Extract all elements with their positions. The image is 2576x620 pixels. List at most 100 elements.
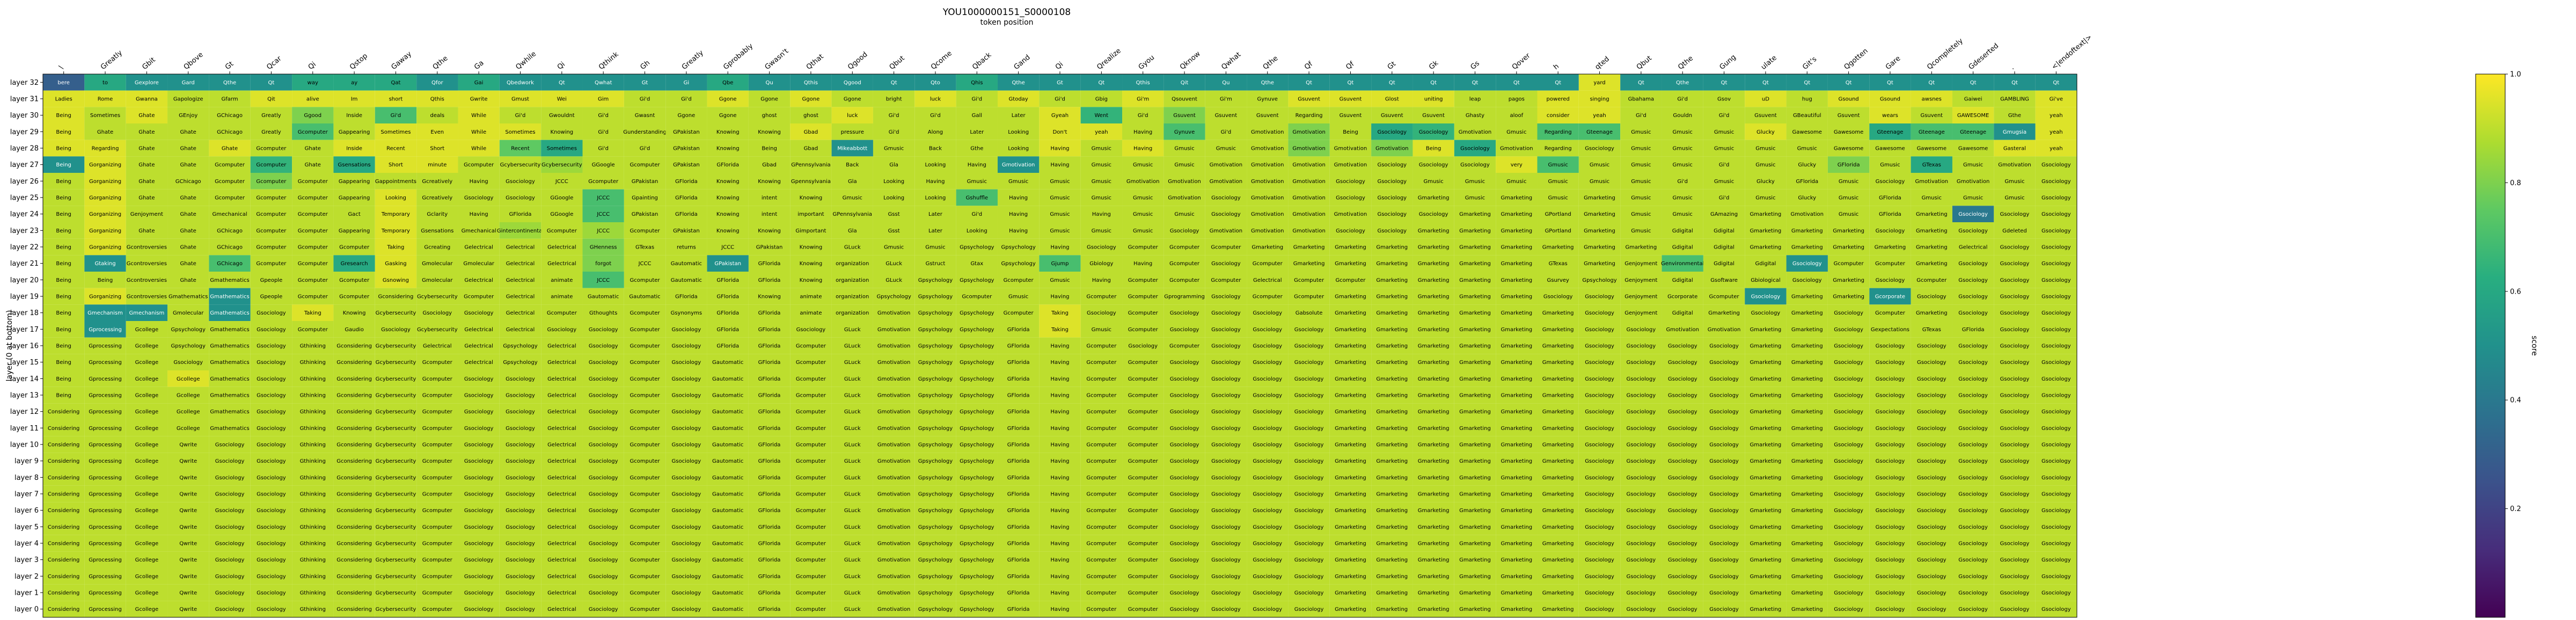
cell-label: way <box>308 80 318 86</box>
heatmap-cell <box>126 156 168 173</box>
cell-label: Genjoyment <box>130 211 163 217</box>
heatmap-cell <box>1080 140 1123 157</box>
cell-label: Having <box>1050 508 1069 514</box>
cell-label: Gsociology <box>2041 344 2071 349</box>
cell-label: Gcomputer <box>1086 590 1117 596</box>
x-tick-label: Qover <box>1511 52 1532 71</box>
heatmap-cell <box>1205 74 1247 91</box>
heatmap-cell <box>748 173 791 189</box>
cell-label: Gsociology <box>1585 524 1614 530</box>
cell-label: Gsociology <box>2000 310 2030 316</box>
cell-label: Gsociology <box>1211 557 1241 563</box>
heatmap-cell <box>1371 123 1413 140</box>
cell-label: Gmarketing <box>1459 360 1491 366</box>
cell-label: Gsociology <box>1294 607 1324 612</box>
cell-label: Gmarketing <box>1376 508 1408 514</box>
cell-label: Gawesome <box>1917 146 1946 152</box>
cell-label: Gsociology <box>1627 344 1656 349</box>
cell-label: Gcomputer <box>630 162 661 168</box>
cell-label: Ggone <box>719 113 737 119</box>
cell-label: Qwrite <box>179 508 197 514</box>
cell-label: Gmarketing <box>1501 310 1532 316</box>
cell-label: Gsociology <box>1958 310 1988 316</box>
cell-label: GPakistan <box>673 228 700 234</box>
cell-label: Gmarketing <box>1376 475 1408 481</box>
cell-label: Gmarketing <box>1542 393 1574 399</box>
heatmap-cell <box>1703 90 1745 107</box>
cell-label: Gsociology <box>1294 557 1324 563</box>
cell-label: Gmarketing <box>1335 344 1366 349</box>
heatmap-cell <box>1994 107 2036 123</box>
cell-label: Gmusic <box>1092 146 1111 152</box>
cell-label: Gcollege <box>135 541 159 547</box>
cell-label: leap <box>1469 97 1481 103</box>
heatmap-cell <box>1122 140 1164 157</box>
cell-label: JCCC <box>596 278 610 283</box>
heatmap-cell <box>1745 90 1787 107</box>
heatmap-cell <box>499 107 541 123</box>
heatmap-cell <box>209 206 251 222</box>
cell-label: While <box>471 129 486 135</box>
heatmap-cell <box>1620 173 1662 189</box>
y-tick-label: layer 26 <box>10 178 39 186</box>
cell-label: Ghate <box>180 211 196 217</box>
cell-label: Gmarketing <box>1335 327 1366 333</box>
heatmap-cell <box>1496 90 1538 107</box>
cell-label: Gmarketing <box>1542 344 1574 349</box>
cell-label: Gmarketing <box>1750 541 1782 547</box>
heatmap-cell <box>167 156 209 173</box>
cell-label: Gmusic <box>1506 129 1526 135</box>
cell-label: Gautomatic <box>712 541 743 547</box>
heatmap-cell <box>416 90 458 107</box>
cell-label: Having <box>1050 162 1069 168</box>
heatmap-cell <box>167 173 209 189</box>
heatmap-cell <box>333 123 375 140</box>
heatmap-cell <box>1288 173 1330 189</box>
heatmap-cell <box>1163 222 1205 239</box>
cell-label: Having <box>1050 360 1069 366</box>
cell-label: Gcreatively <box>422 195 452 201</box>
heatmap-cell <box>790 206 832 222</box>
cell-label: Gautomatic <box>712 492 743 498</box>
cell-label: Gcomputer <box>796 458 826 464</box>
cell-label: Gmarketing <box>1335 492 1366 498</box>
cell-label: Ghate <box>138 146 155 152</box>
cell-label: Gcontroversies <box>127 261 167 267</box>
cell-label: GFlorida <box>1007 327 1030 333</box>
heatmap-cell <box>707 206 749 222</box>
cell-label: Gsociology <box>2000 261 2030 267</box>
heatmap-cell <box>873 107 915 123</box>
heatmap-cell <box>43 173 85 189</box>
cell-label: Gsociology <box>215 492 245 498</box>
cell-label: Gsociology <box>1668 393 1697 399</box>
heatmap-cell <box>1288 156 1330 173</box>
cell-label: Gthinking <box>300 475 326 481</box>
cell-label: Gcomputer <box>1211 278 1241 283</box>
heatmap-cell <box>1662 189 1703 206</box>
cell-label: Sometimes <box>505 129 535 135</box>
cell-label: GLuck <box>844 574 861 580</box>
cell-label: Gsociology <box>1170 426 1199 432</box>
cell-label: Gmarketing <box>1459 211 1491 217</box>
cell-label: Qit <box>267 97 275 103</box>
heatmap-cell <box>250 74 292 91</box>
heatmap-cell <box>84 206 126 222</box>
cell-label: Gmotivation <box>1292 195 1326 201</box>
cell-label: Gmathematics <box>210 344 249 349</box>
heatmap-cell <box>1329 74 1372 91</box>
cell-label: Gautomatic <box>712 458 743 464</box>
cell-label: Gsociology <box>589 344 618 349</box>
heatmap-cell <box>1413 107 1454 123</box>
heatmap-cell <box>624 107 666 123</box>
heatmap-cell <box>499 173 541 189</box>
cell-label: Gcomputer <box>422 574 453 580</box>
cell-label: Gsociology <box>589 376 618 382</box>
cell-label: Gsociology <box>257 590 286 596</box>
cell-label: GFlorida <box>758 327 781 333</box>
cell-label: Gmarketing <box>1501 590 1532 596</box>
heatmap-cell <box>1994 74 2036 91</box>
cell-label: Gla <box>848 179 857 185</box>
cell-label: Gmarketing <box>1791 426 1823 432</box>
cell-label: Gprocessing <box>89 327 122 333</box>
cell-label: Gcybersecurity <box>376 590 416 596</box>
